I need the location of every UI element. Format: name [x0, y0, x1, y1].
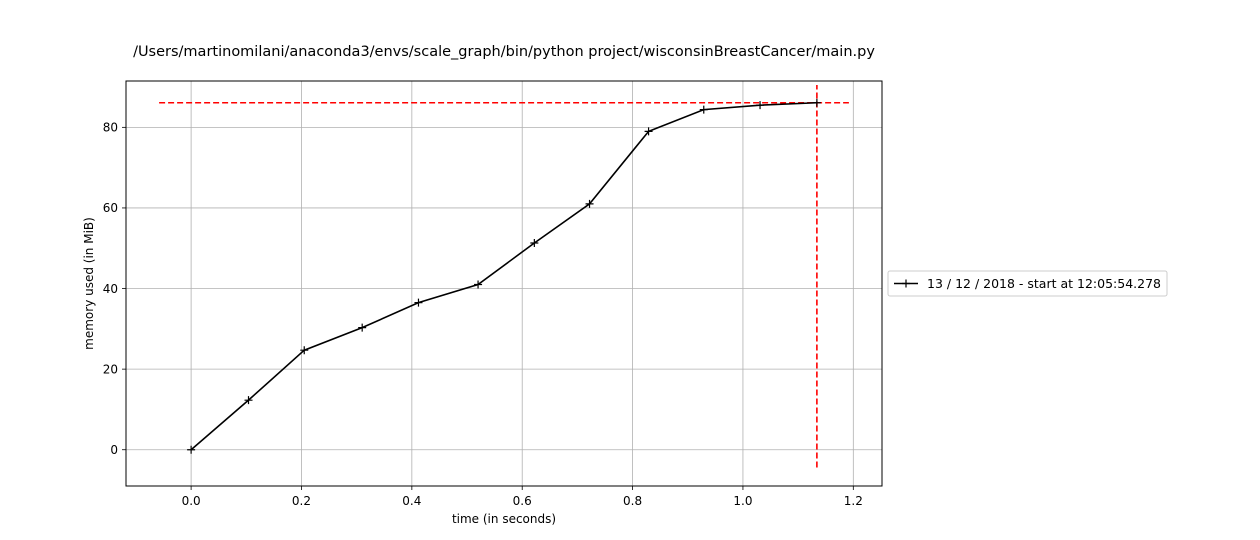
data-point-marker — [699, 105, 708, 114]
data-point-marker — [756, 101, 765, 110]
grid-lines — [126, 81, 882, 486]
legend: 13 / 12 / 2018 - start at 12:05:54.278 — [887, 270, 1168, 297]
data-point-marker — [244, 396, 253, 405]
legend-frame — [887, 270, 1168, 297]
x-tick-label: 0.6 — [513, 494, 532, 508]
data-point-marker — [474, 280, 483, 289]
x-tick-label: 1.0 — [733, 494, 752, 508]
data-point-marker — [358, 323, 367, 332]
data-point-marker — [644, 127, 653, 136]
x-tick-label: 1.2 — [844, 494, 863, 508]
chart-title: /Users/martinomilani/anaconda3/envs/scal… — [133, 44, 875, 60]
y-axis-label: memory used (in MiB) — [82, 217, 96, 350]
plot-frame — [125, 80, 883, 487]
data-point-marker — [300, 346, 309, 355]
x-tick-label: 0.0 — [182, 494, 201, 508]
data-point-marker — [585, 199, 594, 208]
x-tick-label: 0.8 — [623, 494, 642, 508]
memory-series-line — [190, 101, 817, 451]
x-tick-label: 0.4 — [402, 494, 421, 508]
y-tick-label: 40 — [103, 282, 118, 296]
x-tick-label: 0.2 — [292, 494, 311, 508]
x-axis-ticks: 0.0 0.2 0.4 0.6 0.8 1.0 1.2 — [182, 486, 863, 508]
data-point-marker — [812, 98, 821, 107]
data-point-marker — [530, 239, 539, 247]
legend-marker-swatch — [902, 279, 910, 288]
y-tick-label: 60 — [103, 201, 118, 215]
x-axis-label: time (in seconds) — [452, 512, 556, 526]
y-tick-label: 0 — [110, 443, 118, 457]
data-point-marker — [187, 445, 196, 454]
y-tick-label: 20 — [103, 362, 118, 376]
y-axis-ticks: 0 20 40 60 80 — [103, 121, 126, 457]
legend-entry-label: 13 / 12 / 2018 - start at 12:05:54.278 — [927, 276, 1161, 291]
reference-lines — [159, 85, 849, 468]
series-layer — [187, 98, 821, 454]
data-point-marker — [414, 298, 423, 307]
y-tick-label: 80 — [103, 121, 118, 135]
